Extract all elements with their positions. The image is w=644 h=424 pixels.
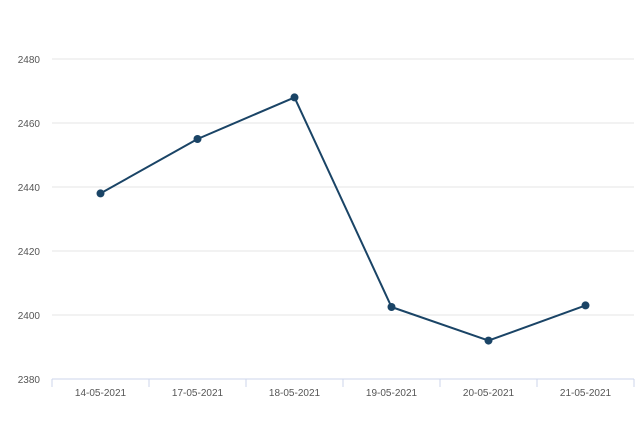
data-point <box>581 301 590 310</box>
x-tick-label: 18-05-2021 <box>269 388 321 399</box>
data-point <box>484 336 493 345</box>
series <box>96 93 590 345</box>
x-tick-label: 14-05-2021 <box>75 388 127 399</box>
data-point <box>96 189 105 198</box>
x-tick-label: 19-05-2021 <box>366 388 418 399</box>
series-line <box>99 96 587 342</box>
grid-lines <box>52 58 634 316</box>
x-tick-label: 21-05-2021 <box>560 388 612 399</box>
x-tick-label: 20-05-2021 <box>463 388 515 399</box>
x-axis-ticks: 14-05-2021 17-05-2021 18-05-2021 19-05-2… <box>75 388 612 399</box>
data-point <box>193 135 202 143</box>
y-tick-label: 2480 <box>18 55 41 66</box>
x-tick-label: 17-05-2021 <box>172 388 224 399</box>
y-axis-ticks: 2380 2400 2420 2440 2460 2480 <box>18 55 41 386</box>
y-tick-label: 2400 <box>18 311 41 322</box>
y-tick-label: 2440 <box>18 183 41 194</box>
y-tick-label: 2460 <box>18 119 41 130</box>
x-axis <box>51 378 635 387</box>
data-point <box>290 93 299 102</box>
data-point <box>387 303 396 311</box>
y-tick-label: 2380 <box>18 375 41 386</box>
y-tick-label: 2420 <box>18 247 41 258</box>
